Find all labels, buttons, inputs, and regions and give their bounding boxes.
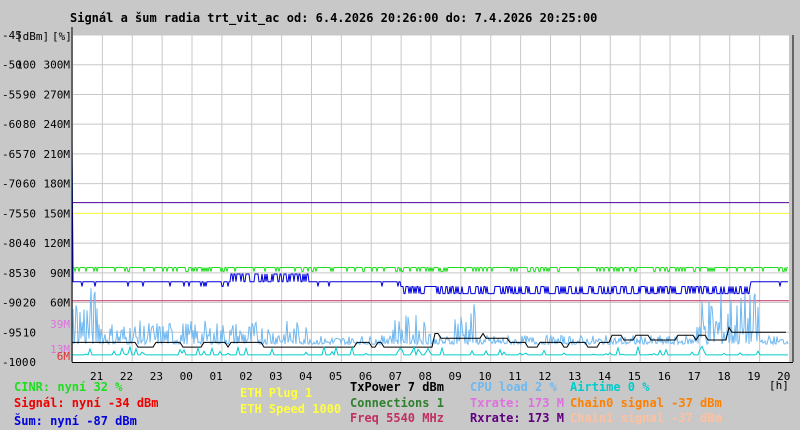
x-tick-label: 13: [568, 370, 581, 383]
y-tick-rate: 210M: [44, 148, 71, 161]
series-airtime: [72, 345, 788, 357]
x-tick-label: 09: [449, 370, 462, 383]
x-axis-unit: [h]: [769, 379, 789, 392]
y-tick-rate: 270M: [44, 88, 71, 101]
legend-rxrate: Rxrate: 173 M: [470, 411, 564, 425]
y-tick-dbm: -90: [2, 297, 22, 310]
legend-txpower: TxPower 7 dBm: [350, 380, 444, 394]
y-tick-dbm: -55: [2, 88, 22, 101]
series-connections: [72, 326, 786, 349]
y-axis-label-pct: [%]: [52, 30, 72, 43]
x-tick-label: 03: [269, 370, 282, 383]
legend-chain0: Chain0 signal -37 dBm: [570, 396, 722, 410]
y-tick-rate-low: 13M: [50, 343, 70, 356]
y-tick-pct: 20: [23, 297, 36, 310]
x-tick-label: 06: [359, 370, 372, 383]
series-noise: [71, 141, 788, 295]
legend-eth-speed: ETH Speed 1000: [240, 402, 342, 416]
legend-txrate: Txrate: 173 M: [470, 396, 564, 410]
y-tick-dbm: -65: [2, 148, 22, 161]
y-tick-rate: 120M: [44, 237, 71, 250]
x-tick-label: 17: [688, 370, 701, 383]
series-cpu-load: [71, 288, 789, 347]
y-tick-dbm: -95: [2, 326, 22, 339]
y-tick-pct: 80: [23, 118, 36, 131]
legend-airtime: Airtime 0 %: [570, 380, 650, 394]
x-tick-label: 02: [239, 370, 252, 383]
y-tick-pct: 30: [23, 267, 36, 280]
x-tick-label: 12: [538, 370, 551, 383]
y-tick-pct: 100: [16, 59, 36, 72]
y-tick-dbm: -80: [2, 237, 22, 250]
y-tick-rate: 60M: [50, 297, 70, 310]
x-tick-label: 05: [329, 370, 342, 383]
x-tick-label: 22: [120, 370, 133, 383]
y-tick-pct: 10: [23, 326, 36, 339]
y-tick-pct: 0: [29, 356, 36, 369]
legend-signal: Signál: nyní -34 dBm: [14, 396, 159, 410]
x-tick-label: 20: [777, 370, 790, 383]
y-tick-dbm: -50: [2, 59, 22, 72]
x-tick-label: 08: [419, 370, 432, 383]
y-tick-rate: 300M: [44, 59, 71, 72]
x-tick-label: 18: [717, 370, 730, 383]
legend-cpu-load: CPU load 2 %: [470, 380, 557, 394]
y-axis-label-dbm: [dBm]: [16, 30, 49, 43]
legend-cinr: CINR: nyní 32 %: [14, 380, 123, 394]
chart-title: Signál a šum radia trt_vit_ac od: 6.4.20…: [70, 11, 598, 25]
x-tick-label: 00: [180, 370, 193, 383]
x-tick-label: 10: [478, 370, 491, 383]
y-tick-dbm: -45: [2, 29, 22, 42]
x-tick-label: 14: [598, 370, 612, 383]
y-tick-rate: 150M: [44, 207, 71, 220]
legend-eth-plug: ETH Plug 1: [240, 386, 313, 400]
y-tick-rate: 180M: [44, 178, 71, 191]
x-tick-label: 23: [150, 370, 163, 383]
y-tick-dbm: -60: [2, 118, 22, 131]
y-tick-pct: 50: [23, 207, 36, 220]
y-tick-pct: 60: [23, 178, 36, 191]
y-tick-pct: 40: [23, 237, 36, 250]
legend-connections: Connections 1: [350, 396, 444, 410]
legend-freq: Freq 5540 MHz: [350, 411, 444, 425]
x-tick-label: 19: [747, 370, 760, 383]
x-tick-label: 01: [210, 370, 223, 383]
y-tick-dbm: -75: [2, 207, 22, 220]
legend-chain1: Chain1 signal -37 dBm: [570, 411, 722, 425]
y-tick-dbm: -85: [2, 267, 22, 280]
x-tick-label: 07: [389, 370, 402, 383]
x-tick-label: 16: [658, 370, 671, 383]
x-tick-label: 11: [508, 370, 521, 383]
y-tick-pct: 70: [23, 148, 36, 161]
x-tick-label: 15: [628, 370, 641, 383]
y-tick-dbm: -70: [2, 178, 22, 191]
series-cinr: [71, 153, 788, 273]
y-tick-dbm: -100: [2, 356, 29, 369]
x-tick-label: 04: [299, 370, 313, 383]
x-tick-label: 21: [90, 370, 103, 383]
y-tick-rate: 90M: [50, 267, 70, 280]
y-tick-rate: 240M: [44, 118, 71, 131]
y-tick-rate-low: 6M: [57, 350, 71, 363]
y-tick-pct: 90: [23, 88, 36, 101]
y-tick-rate-low: 39M: [50, 318, 70, 331]
legend-noise: Šum: nyní -87 dBm: [14, 414, 137, 428]
